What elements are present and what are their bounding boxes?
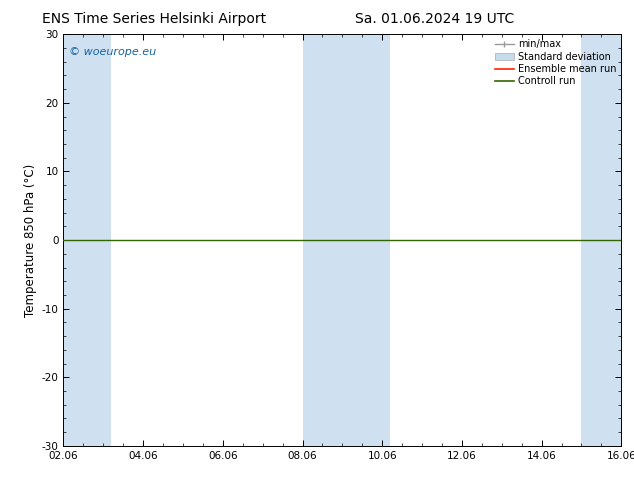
Text: ENS Time Series Helsinki Airport: ENS Time Series Helsinki Airport [42, 12, 266, 26]
Bar [581, 34, 634, 446]
Y-axis label: Temperature 850 hPa (°C): Temperature 850 hPa (°C) [25, 164, 37, 317]
Text: © woeurope.eu: © woeurope.eu [69, 47, 156, 57]
Text: Sa. 01.06.2024 19 UTC: Sa. 01.06.2024 19 UTC [355, 12, 514, 26]
Legend: min/max, Standard deviation, Ensemble mean run, Controll run: min/max, Standard deviation, Ensemble me… [493, 37, 618, 88]
Bar [63, 34, 111, 446]
Bar [302, 34, 390, 446]
